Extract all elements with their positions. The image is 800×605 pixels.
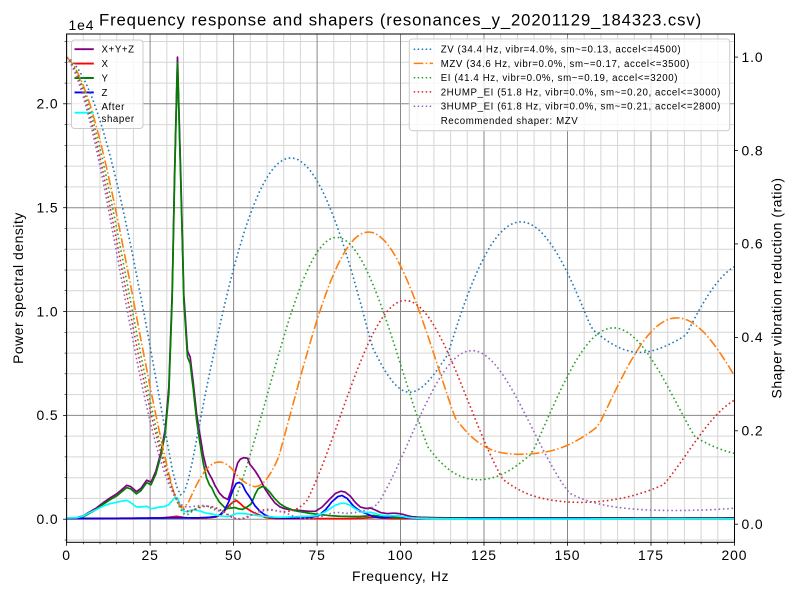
svg-text:X+Y+Z: X+Y+Z [102, 45, 135, 56]
svg-text:1.5: 1.5 [36, 200, 58, 216]
svg-text:Shaper vibration reduction (ra: Shaper vibration reduction (ratio) [769, 178, 785, 399]
svg-text:25: 25 [141, 547, 158, 563]
svg-text:0.5: 0.5 [36, 407, 58, 423]
svg-text:0: 0 [62, 547, 71, 563]
svg-text:175: 175 [638, 547, 664, 563]
svg-text:125: 125 [471, 547, 497, 563]
svg-text:1e4: 1e4 [69, 17, 95, 33]
svg-text:50: 50 [225, 547, 242, 563]
svg-text:EI (41.4 Hz, vibr=0.0%, sm~=0.: EI (41.4 Hz, vibr=0.0%, sm~=0.19, accel<… [441, 73, 678, 84]
svg-text:Y: Y [102, 73, 109, 84]
svg-text:Z: Z [102, 88, 109, 99]
svg-text:0.4: 0.4 [742, 329, 764, 345]
svg-text:0.6: 0.6 [742, 236, 764, 252]
svg-text:0.8: 0.8 [742, 142, 764, 158]
svg-text:Recommended shaper: MZV: Recommended shaper: MZV [441, 116, 579, 127]
svg-text:ZV (34.4 Hz, vibr=4.0%, sm~=0.: ZV (34.4 Hz, vibr=4.0%, sm~=0.13, accel<… [441, 45, 682, 56]
svg-text:0.0: 0.0 [742, 516, 764, 532]
svg-text:Frequency response and shapers: Frequency response and shapers (resonanc… [99, 11, 702, 30]
svg-text:1.0: 1.0 [742, 49, 764, 65]
svg-text:3HUMP_EI (61.8 Hz, vibr=0.0%,: 3HUMP_EI (61.8 Hz, vibr=0.0%, sm~=0.21, … [441, 102, 721, 113]
svg-text:After: After [102, 102, 126, 113]
svg-text:1.0: 1.0 [36, 303, 58, 319]
svg-text:X: X [102, 59, 109, 70]
svg-text:0.0: 0.0 [36, 511, 58, 527]
svg-text:200: 200 [722, 547, 748, 563]
svg-text:2HUMP_EI (51.8 Hz, vibr=0.0%,: 2HUMP_EI (51.8 Hz, vibr=0.0%, sm~=0.20, … [441, 87, 721, 98]
svg-text:150: 150 [555, 547, 581, 563]
svg-text:MZV (34.6 Hz, vibr=0.0%, sm~=0: MZV (34.6 Hz, vibr=0.0%, sm~=0.17, accel… [441, 59, 690, 70]
svg-text:75: 75 [308, 547, 325, 563]
svg-text:Power spectral density: Power spectral density [10, 212, 26, 364]
svg-text:2.0: 2.0 [36, 96, 58, 112]
svg-text:shaper: shaper [102, 114, 135, 125]
svg-text:Frequency, Hz: Frequency, Hz [352, 568, 449, 584]
svg-text:100: 100 [388, 547, 414, 563]
svg-text:0.2: 0.2 [742, 423, 764, 439]
